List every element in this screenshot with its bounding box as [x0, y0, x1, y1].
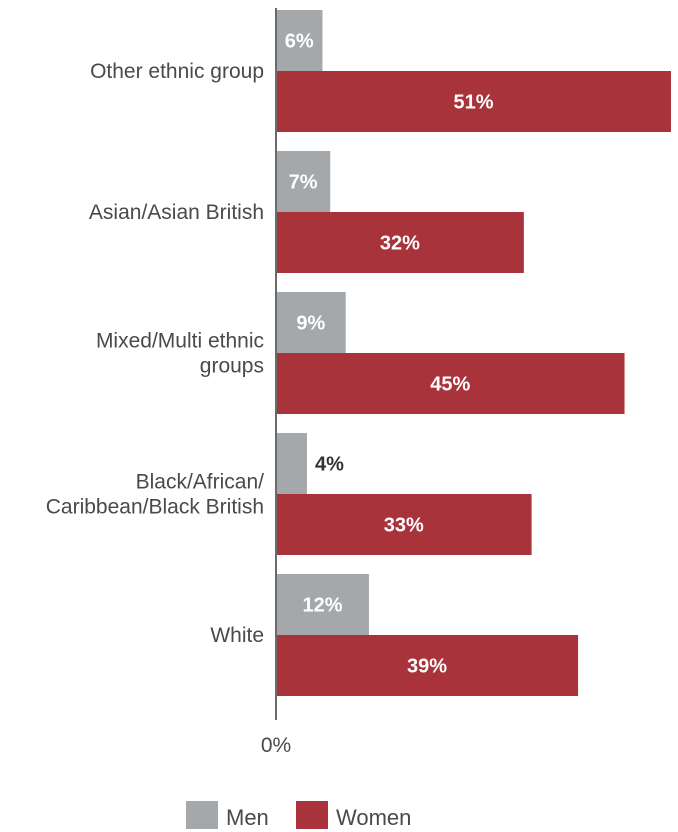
bar-value-label-men: 12%: [302, 595, 342, 617]
bar-men: [276, 433, 307, 494]
bar-value-label-women: 45%: [430, 374, 470, 396]
bar-men: [276, 574, 369, 635]
bar-women: [276, 353, 625, 414]
bar-women: [276, 71, 671, 132]
category-label: White: [210, 624, 264, 647]
legend-swatch-women: [296, 801, 328, 829]
bar-value-label-women: 51%: [453, 92, 493, 114]
bar-men: [276, 10, 323, 71]
bar-value-label-women: 33%: [384, 515, 424, 537]
legend-label-men: Men: [226, 805, 269, 830]
bar-value-label-men: 4%: [315, 454, 344, 476]
bar-men: [276, 151, 331, 212]
category-label: Mixed/Multi ethnic groups: [96, 330, 264, 378]
bar-value-label-men: 7%: [289, 172, 318, 194]
category-label: Black/African/Caribbean/Black British: [46, 471, 264, 519]
bar-value-label-women: 32%: [380, 233, 420, 255]
category-label: Asian/Asian British: [89, 201, 264, 224]
bar-women: [276, 635, 579, 696]
legend: Men Women: [186, 801, 411, 830]
legend-swatch-men: [186, 801, 218, 829]
x-tick-label: 0%: [261, 734, 291, 757]
bar-value-label-men: 6%: [285, 31, 314, 53]
bar-women: [276, 494, 532, 555]
bar-value-label-men: 9%: [296, 313, 325, 335]
category-label: Other ethnic group: [90, 60, 264, 83]
bar-women: [276, 212, 524, 273]
bar-men: [276, 292, 346, 353]
bar-value-label-women: 39%: [407, 656, 447, 678]
legend-label-women: Women: [336, 805, 411, 830]
